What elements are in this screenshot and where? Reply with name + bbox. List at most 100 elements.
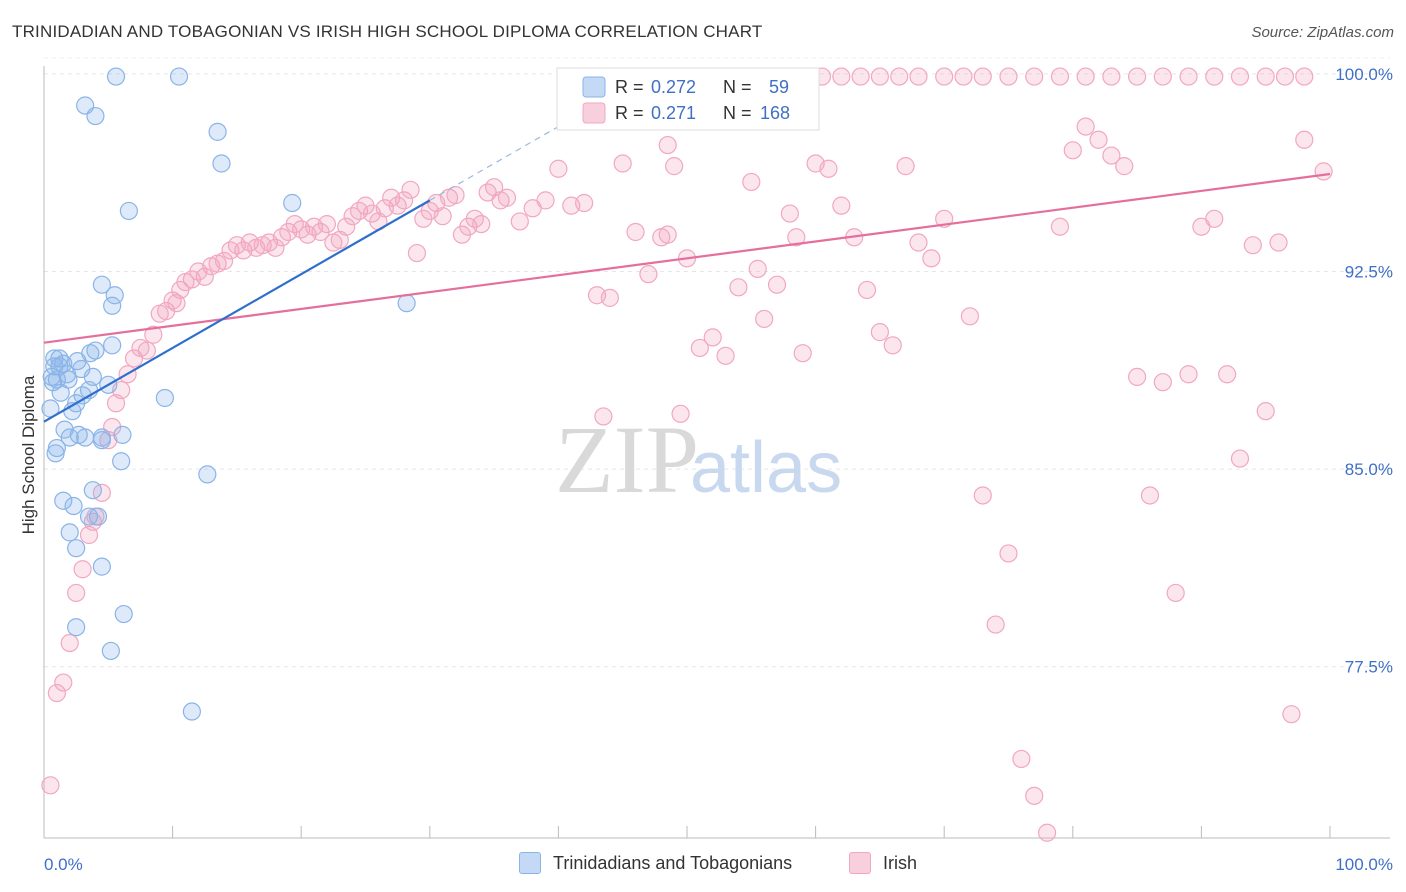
point-irish <box>1012 749 1031 769</box>
watermark-zip: ZIP <box>555 406 699 513</box>
legend-top: R = 0.272 N = 59 R = 0.271 N = 168 <box>556 67 820 131</box>
point-irish <box>1037 823 1057 842</box>
point-irish <box>999 67 1018 86</box>
point-irish <box>922 249 941 268</box>
point-irish <box>317 214 337 234</box>
point-irish <box>1025 67 1044 86</box>
point-irish <box>1050 67 1070 86</box>
point-irish <box>195 267 214 286</box>
point-irish <box>819 159 838 178</box>
point-trinidadian <box>112 452 131 471</box>
point-irish <box>60 633 79 653</box>
point-trinidadian <box>50 357 69 376</box>
point-irish <box>1153 67 1172 86</box>
point-irish <box>890 67 909 86</box>
point-trinidadian <box>83 481 102 500</box>
chart-source: Source: ZipAtlas.com <box>1251 24 1394 41</box>
point-irish <box>73 560 92 579</box>
y-tick-label: 77.5% <box>1345 658 1393 677</box>
point-irish <box>144 325 163 344</box>
point-trinidadian <box>155 388 174 408</box>
point-irish <box>1089 130 1108 149</box>
legend-label-irish: Irish <box>883 852 918 873</box>
point-trinidadian <box>114 604 133 624</box>
trend-line-irish <box>43 172 1331 344</box>
point-trinidadian <box>92 275 111 294</box>
point-irish <box>1230 67 1250 86</box>
point-irish <box>575 193 594 213</box>
legend-label-trinidadian: Trinidadians and Tobagonians <box>553 852 793 873</box>
point-trinidadian <box>67 539 86 558</box>
point-trinidadian <box>119 201 138 221</box>
point-irish <box>909 233 928 252</box>
point-irish <box>870 67 890 86</box>
legend-n-value-0: 59 <box>769 77 789 97</box>
point-irish <box>851 67 870 86</box>
point-irish <box>600 288 619 307</box>
x-tick-labels: 0.0% 100.0% <box>44 855 1393 874</box>
point-trinidadian <box>88 507 108 526</box>
point-irish <box>780 204 799 223</box>
legend-swatch-irish <box>582 102 606 124</box>
point-trinidadian <box>103 296 122 315</box>
y-tick-label: 100.0% <box>1335 65 1393 84</box>
point-irish <box>337 217 356 236</box>
point-irish <box>407 243 427 263</box>
bottom-legend: Trinidadians and Tobagonians Irish <box>0 852 1406 878</box>
point-irish <box>742 172 761 192</box>
point-irish <box>1153 373 1172 392</box>
point-irish <box>1205 209 1224 228</box>
point-trinidadian <box>208 122 227 141</box>
point-irish <box>883 336 902 355</box>
point-irish <box>896 157 915 176</box>
point-trinidadian <box>76 428 95 447</box>
point-irish <box>658 135 677 155</box>
point-trinidadian <box>60 523 79 542</box>
point-trinidadian <box>397 294 416 313</box>
point-irish <box>510 212 529 231</box>
point-irish <box>703 328 722 347</box>
legend-n-label-1: N = <box>723 103 752 123</box>
point-trinidadian <box>59 370 78 389</box>
point-trinidadian <box>64 496 83 516</box>
point-trinidadian <box>212 154 231 173</box>
point-irish <box>54 673 73 692</box>
point-irish <box>954 67 973 86</box>
point-irish <box>1230 449 1250 468</box>
point-irish <box>1256 67 1275 86</box>
trend-lines <box>43 89 1331 423</box>
point-irish <box>1205 67 1224 86</box>
point-irish <box>1179 365 1198 384</box>
point-irish <box>1269 233 1288 252</box>
point-irish <box>986 615 1005 634</box>
point-irish <box>767 275 787 294</box>
point-irish <box>1295 130 1314 149</box>
point-irish <box>1025 786 1044 805</box>
point-trinidadian <box>182 702 201 721</box>
point-irish <box>472 214 491 234</box>
point-irish <box>973 67 992 86</box>
y-tick-labels: 77.5% 85.0% 92.5% 100.0% <box>1335 65 1393 677</box>
legend-r-value-0: 0.272 <box>651 77 696 97</box>
x-tick-label: 100.0% <box>1335 855 1393 874</box>
point-trinidadian <box>105 286 124 305</box>
legend-swatch-irish <box>849 852 871 874</box>
point-irish <box>137 341 156 360</box>
legend-n-value-1: 168 <box>760 103 790 123</box>
point-irish <box>1102 146 1121 165</box>
legend-r-label-1: R = <box>615 103 644 123</box>
point-irish <box>671 404 690 423</box>
point-trinidadian <box>169 67 189 86</box>
point-irish <box>935 67 954 86</box>
point-irish <box>1218 365 1237 384</box>
point-irish <box>594 407 613 426</box>
point-trinidadian <box>72 359 91 379</box>
trend-line-trinidadian <box>43 199 431 423</box>
y-tick-label: 85.0% <box>1345 460 1393 479</box>
watermark-atlas: atlas <box>690 428 842 508</box>
point-trinidadian <box>103 336 122 355</box>
point-irish <box>1166 583 1185 603</box>
series-trinidadian-points <box>41 67 416 721</box>
point-irish <box>832 67 851 86</box>
